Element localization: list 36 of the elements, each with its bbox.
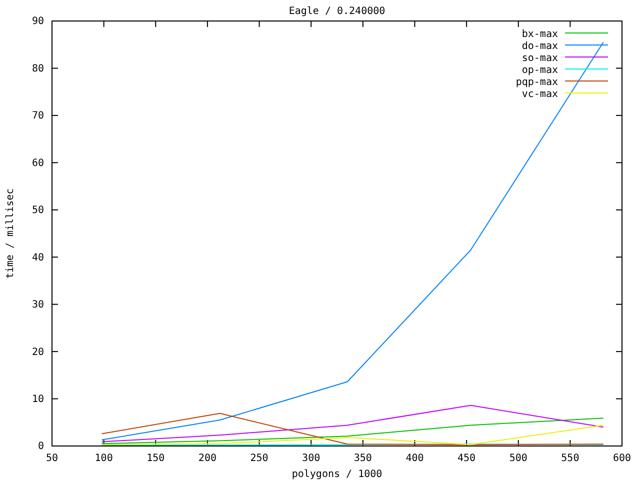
legend-label: do-max [522,41,558,52]
line-series [101,424,604,446]
x-tick-label: 200 [198,453,216,464]
y-tick-label: 90 [32,16,44,28]
x-tick-label: 600 [612,453,632,464]
x-tick-label: 50 [46,453,58,464]
line-series [101,412,604,446]
y-tick-label: 30 [32,300,44,311]
y-tick-label: 0 [38,441,44,452]
x-tick-label: 250 [250,453,268,464]
legend-label: bx-max [522,29,558,40]
legend-label: so-max [522,53,558,64]
line-series [101,418,604,444]
y-tick-label: 50 [32,205,44,216]
legend-label: op-max [522,65,558,76]
legend-label: pqp-max [516,77,558,88]
y-tick-label: 60 [32,158,44,169]
line-series [101,404,604,442]
x-tick-label: 550 [561,453,580,464]
x-tick-label: 100 [94,453,113,464]
x-tick-label: 150 [146,453,165,464]
legend-label: vc-max [522,89,558,100]
y-tick-label: 70 [32,110,44,122]
line-series [101,42,604,440]
y-tick-label: 10 [32,394,44,405]
y-tick-label: 20 [32,346,44,358]
x-tick-label: 350 [354,453,372,464]
chart-title: Eagle / 0.240000 [288,6,386,17]
y-axis-title: time / millisec [5,188,16,279]
x-tick-label: 300 [302,453,320,464]
x-tick-label: 500 [509,453,528,464]
x-tick-label: 450 [458,453,476,464]
y-tick-label: 40 [32,252,44,264]
x-tick-label: 400 [406,453,424,464]
y-tick-label: 80 [32,63,44,74]
x-axis-title: polygons / 1000 [292,469,382,480]
